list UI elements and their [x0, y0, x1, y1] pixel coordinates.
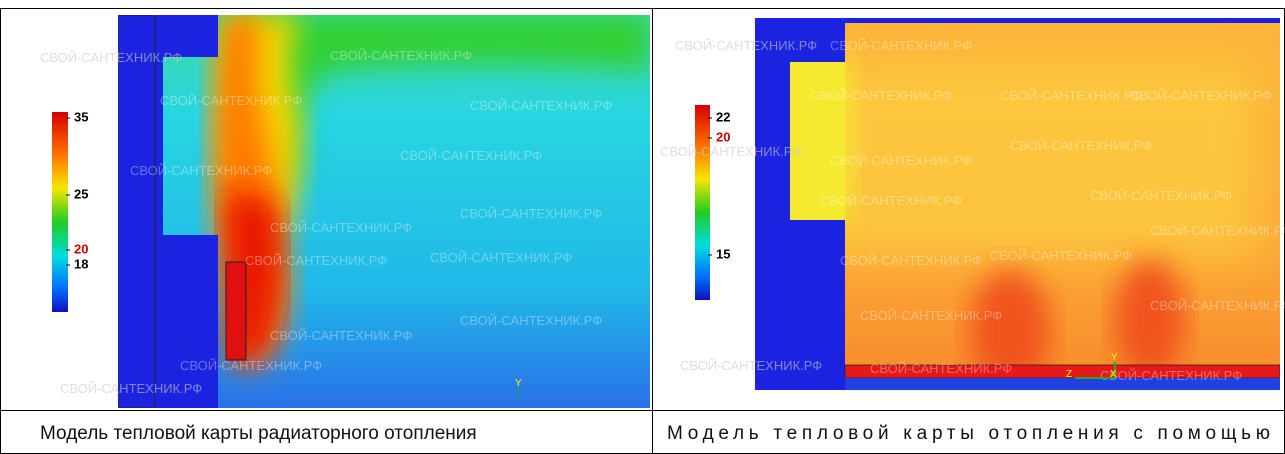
watermark: СВОЙ-САНТЕХНИК.РФ	[160, 93, 302, 108]
axis-label: Z	[1066, 369, 1072, 380]
watermark: СВОЙ-САНТЕХНИК.РФ	[860, 308, 1002, 323]
watermark: СВОЙ-САНТЕХНИК.РФ	[130, 163, 272, 178]
watermark: СВОЙ-САНТЕХНИК.РФ	[1000, 88, 1142, 103]
caption: Модель тепловой карты радиаторного отопл…	[40, 423, 477, 444]
watermark: СВОЙ-САНТЕХНИК.РФ	[270, 220, 412, 235]
watermark: СВОЙ-САНТЕХНИК.РФ	[270, 328, 412, 343]
caption: Модель тепловой карты отопления с помощь…	[667, 423, 1270, 444]
watermark: СВОЙ-САНТЕХНИК.РФ	[820, 193, 962, 208]
watermark: СВОЙ-САНТЕХНИК.РФ	[810, 88, 952, 103]
watermark: СВОЙ-САНТЕХНИК.РФ	[990, 248, 1132, 263]
watermark: СВОЙ-САНТЕХНИК.РФ	[675, 38, 817, 53]
colorbar-tick-label: 22	[716, 109, 730, 124]
watermark: СВОЙ-САНТЕХНИК.РФ	[430, 250, 572, 265]
axis-label: Y	[515, 378, 522, 389]
axis-label: Y	[1111, 352, 1118, 363]
watermark: СВОЙ-САНТЕХНИК.РФ	[1130, 88, 1272, 103]
watermark: СВОЙ-САНТЕХНИК.РФ	[680, 358, 822, 373]
colorbar-tick-label: 20	[74, 241, 88, 256]
watermark: СВОЙ-САНТЕХНИК.РФ	[180, 358, 322, 373]
colorbar-left	[52, 112, 68, 312]
heat-map-left	[118, 15, 650, 408]
watermark: СВОЙ-САНТЕХНИК.РФ	[870, 361, 1012, 376]
colorbar-tick-label: 15	[716, 246, 730, 261]
watermark: СВОЙ-САНТЕХНИК.РФ	[400, 148, 542, 163]
colorbar-right	[695, 105, 710, 300]
watermark: СВОЙ-САНТЕХНИК.РФ	[1090, 188, 1232, 203]
watermark: СВОЙ-САНТЕХНИК.РФ	[830, 38, 972, 53]
colorbar-tick-label: 25	[74, 186, 88, 201]
colorbar-tick-label: 20	[716, 129, 730, 144]
axis-label: X	[1110, 369, 1117, 380]
watermark: СВОЙ-САНТЕХНИК.РФ	[840, 253, 982, 268]
watermark: СВОЙ-САНТЕХНИК.РФ	[460, 206, 602, 221]
colorbar-tick-label: 35	[74, 109, 88, 124]
watermark: СВОЙ-САНТЕХНИК.РФ	[1150, 223, 1285, 238]
watermark: СВОЙ-САНТЕХНИК.РФ	[1100, 368, 1242, 383]
watermark: СВОЙ-САНТЕХНИК.РФ	[1010, 138, 1152, 153]
watermark: СВОЙ-САНТЕХНИК.РФ	[245, 253, 387, 268]
heat-map-right	[755, 18, 1280, 390]
watermark: СВОЙ-САНТЕХНИК.РФ	[470, 98, 612, 113]
watermark: СВОЙ-САНТЕХНИК.РФ	[830, 153, 972, 168]
watermark: СВОЙ-САНТЕХНИК.РФ	[460, 313, 602, 328]
watermark: СВОЙ-САНТЕХНИК.РФ	[1150, 298, 1285, 313]
watermark: СВОЙ-САНТЕХНИК.РФ	[60, 381, 202, 396]
watermark: СВОЙ-САНТЕХНИК.РФ	[40, 50, 182, 65]
watermark: СВОЙ-САНТЕХНИК.РФ	[660, 144, 802, 159]
watermark: СВОЙ-САНТЕХНИК.РФ	[330, 48, 472, 63]
colorbar-tick-label: 18	[74, 256, 88, 271]
